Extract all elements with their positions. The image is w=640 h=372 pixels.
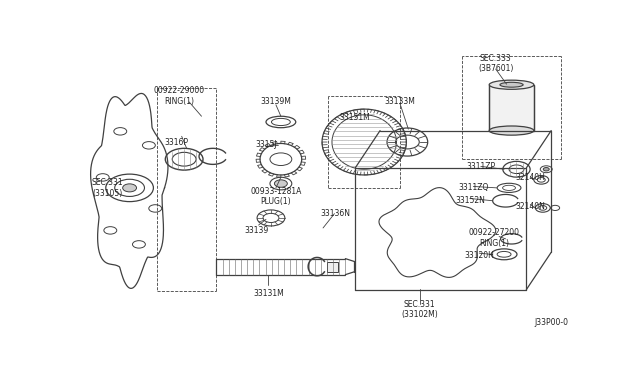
Bar [327, 262, 338, 272]
Text: 3315J: 3315J [255, 140, 277, 150]
Text: 33152N: 33152N [455, 196, 484, 205]
Text: 33151M: 33151M [340, 113, 371, 122]
Text: 3311ZQ: 3311ZQ [458, 183, 488, 192]
Text: 33133M: 33133M [385, 97, 415, 106]
Ellipse shape [489, 126, 534, 135]
Circle shape [543, 167, 549, 171]
Text: 33139: 33139 [244, 226, 268, 235]
Text: 32140H: 32140H [515, 173, 545, 182]
Ellipse shape [489, 80, 534, 89]
Circle shape [123, 184, 136, 192]
Text: 33131M: 33131M [253, 289, 284, 298]
Text: SEC.333
(3B7601): SEC.333 (3B7601) [478, 54, 513, 73]
Text: 00922-27200
RING(1): 00922-27200 RING(1) [468, 228, 520, 248]
Text: 33120H: 33120H [465, 251, 494, 260]
Text: 32140N: 32140N [515, 202, 545, 211]
Text: 33139M: 33139M [260, 97, 291, 106]
Text: 33136N: 33136N [321, 209, 351, 218]
Text: 00933-1281A
PLUG(1): 00933-1281A PLUG(1) [250, 187, 301, 206]
Text: 3316P: 3316P [164, 138, 189, 147]
Text: SEC.331
(33105): SEC.331 (33105) [92, 178, 123, 198]
Text: SEC.331
(33102M): SEC.331 (33102M) [401, 300, 438, 319]
Text: 00922-29000
RING(1): 00922-29000 RING(1) [154, 87, 205, 106]
Text: 3311ZP: 3311ZP [466, 162, 495, 171]
Bar [489, 85, 534, 131]
Circle shape [275, 180, 287, 187]
Ellipse shape [500, 82, 523, 87]
Text: J33P00-0: J33P00-0 [534, 318, 568, 327]
